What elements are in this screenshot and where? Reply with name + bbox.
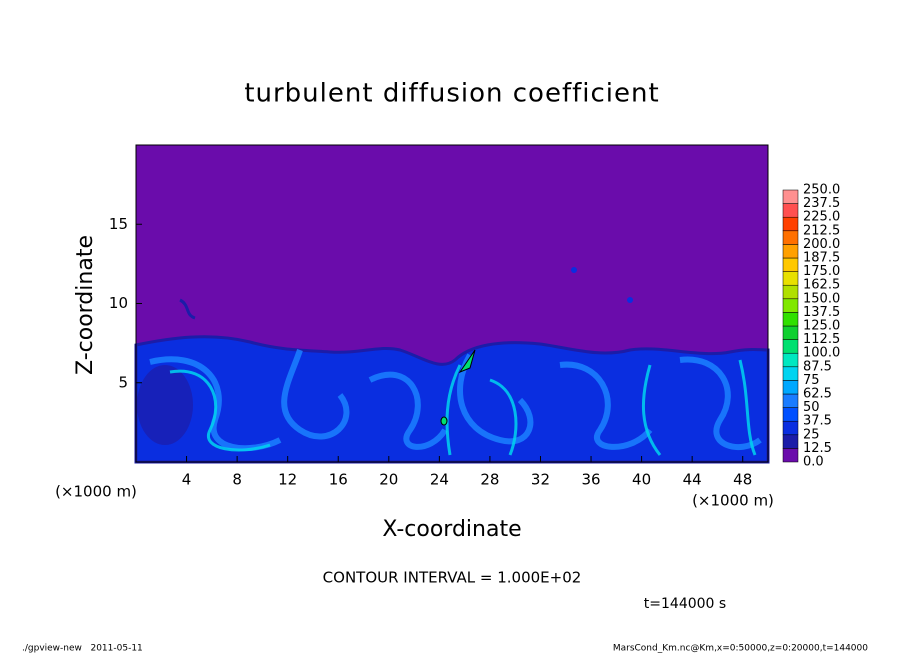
- time-label: t=144000 s: [644, 596, 726, 612]
- x-tick-label: 12: [278, 471, 297, 489]
- x-tick-label: 4: [182, 471, 192, 489]
- field-swirl-cores: [169, 359, 757, 456]
- colorbar-band: [782, 216, 799, 232]
- colorbar-band: [782, 380, 799, 395]
- colorbar-band: [782, 352, 799, 368]
- colorbar-band: [782, 420, 799, 436]
- colorbar-label: 62.5: [803, 387, 832, 402]
- x-tick-label: 40: [632, 471, 651, 489]
- x-tick-label: 36: [581, 471, 600, 489]
- field-filament: [179, 298, 196, 320]
- x-tick-label: 20: [379, 471, 398, 489]
- x-tick-label: 8: [232, 471, 242, 489]
- footer-left: ./gpview-new 2011-05-11: [22, 644, 143, 654]
- x-tick-label: 44: [683, 471, 702, 489]
- colorbar-label: 75: [803, 373, 820, 388]
- x-unit-label: (×1000 m): [692, 492, 774, 510]
- colorbar-band: [782, 434, 799, 449]
- field-blob: [627, 297, 633, 303]
- colorbar-label: 187.5: [803, 251, 840, 266]
- colorbar-label: 0.0: [803, 455, 824, 470]
- colorbar-band: [782, 284, 799, 300]
- colorbar-band: [782, 230, 799, 245]
- colorbar-label: 112.5: [803, 332, 840, 347]
- colorbar-band: [782, 244, 799, 259]
- colorbar-label: 87.5: [803, 359, 832, 374]
- colorbar-label: 25: [803, 427, 820, 442]
- colorbar-band: [782, 366, 799, 381]
- colorbar-band: [782, 325, 799, 340]
- y-unit-label: (×1000 m): [55, 483, 137, 501]
- colorbar-label: 200.0: [803, 237, 840, 252]
- x-tick-label: 24: [430, 471, 449, 489]
- colorbar-label: 250.0: [803, 183, 840, 198]
- y-axis-title: Z-coordinate: [73, 235, 98, 375]
- x-tick-label: 32: [531, 471, 550, 489]
- colorbar-label: 237.5: [803, 196, 840, 211]
- field-contour: [440, 416, 448, 426]
- colorbar-label: 100.0: [803, 346, 840, 361]
- colorbar-label: 37.5: [803, 414, 832, 429]
- colorbar-label: 225.0: [803, 210, 840, 225]
- colorbar-label: 50: [803, 400, 820, 415]
- colorbar-label: 125.0: [803, 319, 840, 334]
- colorbar-band: [782, 448, 799, 463]
- colorbar-label: 137.5: [803, 305, 840, 320]
- y-tick-label: 15: [109, 215, 128, 233]
- field-blob: [571, 267, 577, 273]
- y-tick-label: 5: [118, 373, 128, 391]
- colorbar-label: 162.5: [803, 278, 840, 293]
- field-eddy: [137, 365, 193, 445]
- colorbar-band: [782, 271, 799, 286]
- contour-interval: CONTOUR INTERVAL = 1.000E+02: [323, 569, 582, 587]
- field: [134, 144, 770, 464]
- x-axis-title: X-coordinate: [382, 517, 521, 542]
- footer-right: MarsCond_Km.nc@Km,x=0:50000,z=0:20000,t=…: [613, 644, 868, 654]
- colorbar-band: [782, 298, 799, 313]
- colorbar-band: [782, 407, 799, 422]
- x-tick-label: 28: [480, 471, 499, 489]
- colorbar-band: [782, 189, 799, 204]
- field-contour: [458, 349, 476, 374]
- colorbar-label: 212.5: [803, 223, 840, 238]
- x-tick-label: 16: [329, 471, 348, 489]
- colorbar-band: [782, 203, 799, 218]
- chart-title: turbulent diffusion coefficient: [244, 79, 659, 109]
- x-tick-label: 48: [733, 471, 752, 489]
- colorbar-band: [782, 339, 799, 354]
- y-tick-label: 10: [109, 294, 128, 312]
- colorbar-label: 12.5: [803, 441, 832, 456]
- colorbar-band: [782, 257, 799, 272]
- colorbar-label: 175.0: [803, 264, 840, 279]
- colorbar-band: [782, 312, 799, 327]
- colorbar-band: [782, 393, 799, 408]
- colorbar-label: 150.0: [803, 291, 840, 306]
